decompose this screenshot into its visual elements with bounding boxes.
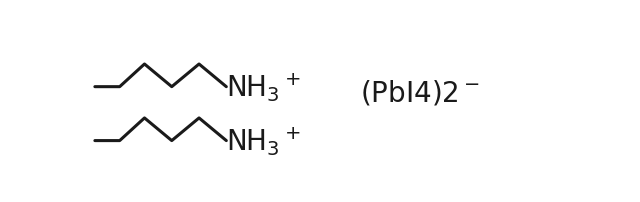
Text: (PbI4)2$^-$: (PbI4)2$^-$ (360, 78, 480, 107)
Text: NH$_3$$^+$: NH$_3$$^+$ (227, 71, 301, 103)
Text: NH$_3$$^+$: NH$_3$$^+$ (227, 125, 301, 157)
